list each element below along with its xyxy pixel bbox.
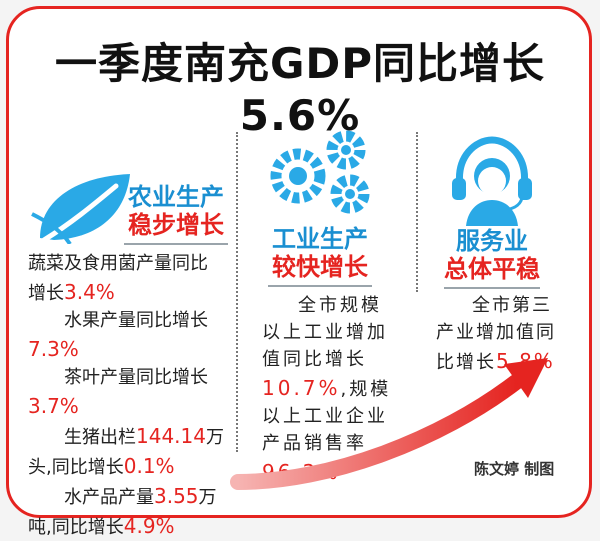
agri-item-4-unit: 万 xyxy=(205,427,224,448)
author-credit: 陈文婷 制图 xyxy=(474,460,555,478)
service-heading-line2: 总体平稳 xyxy=(444,254,540,283)
agriculture-heading-underline xyxy=(124,243,228,246)
agri-item-4-line2: 头,同比增长0.1% xyxy=(28,451,234,481)
agri-item-1-line1: 蔬菜及食用菌产量同比 xyxy=(28,250,234,277)
agri-item-4-label2: 头,同比增长 xyxy=(28,457,124,478)
agriculture-heading-line2: 稳步增长 xyxy=(128,210,224,239)
service-label: 比增长 xyxy=(436,352,496,373)
growth-arrow-icon xyxy=(230,358,548,490)
headset-agent-icon xyxy=(452,136,532,226)
agri-item-5-value: 3.55 xyxy=(154,484,199,508)
agriculture-heading: 农业生产 稳步增长 xyxy=(124,183,228,246)
agri-item-2-value: 7.3% xyxy=(28,337,79,361)
service-line-2: 产业增加值同 xyxy=(436,322,556,343)
agri-item-5-label: 水产品产量 xyxy=(64,487,154,508)
agri-item-3-label: 茶叶产量同比增长 xyxy=(64,367,208,388)
agri-item-1-label: 蔬菜及食用菌产量同比 xyxy=(28,253,208,274)
industry-heading-line1: 工业生产 xyxy=(272,225,368,253)
agri-item-3-line2: 3.7% xyxy=(28,391,234,421)
industry-heading: 工业生产 较快增长 xyxy=(268,225,372,288)
agri-item-1-line2: 增长3.4% xyxy=(28,277,234,307)
industry-line-1: 全市规模 xyxy=(298,295,382,316)
agri-item-2-line1: 水果产量同比增长 xyxy=(28,307,234,334)
industry-line-5: 以上工业企业 xyxy=(262,406,388,427)
agri-item-3-value: 3.7% xyxy=(28,394,79,418)
service-line-1: 全市第三 xyxy=(472,295,552,316)
industry-value-1: 10.7% xyxy=(262,376,341,400)
gears-icon xyxy=(270,130,370,214)
agri-item-2-label: 水果产量同比增长 xyxy=(64,310,208,331)
agri-item-4-label: 生猪出栏 xyxy=(64,427,136,448)
divider-right xyxy=(416,132,418,292)
agri-item-4-value: 144.14 xyxy=(136,424,206,448)
agri-item-1-label2: 增长 xyxy=(28,283,64,304)
industry-tail-1: ,规模 xyxy=(340,379,392,400)
service-text: 全市第三 产业增加值同 比增长5.8% xyxy=(436,292,586,376)
agriculture-heading-line1: 农业生产 xyxy=(128,183,224,211)
agri-item-5-unit: 万 xyxy=(198,487,217,508)
agri-item-2-line2: 7.3% xyxy=(28,334,234,364)
service-heading-underline xyxy=(444,287,540,290)
industry-line-3: 值同比增长 xyxy=(262,349,367,370)
agri-item-5-line1: 水产品产量3.55万 xyxy=(28,481,234,511)
industry-line-2: 以上工业增加 xyxy=(262,322,388,343)
agri-item-1-value: 3.4% xyxy=(64,280,115,304)
agri-item-4-line1: 生猪出栏144.14万 xyxy=(28,421,234,451)
service-heading-line1: 服务业 xyxy=(456,227,528,255)
agri-item-4-value2: 0.1% xyxy=(123,454,175,478)
industry-heading-line2: 较快增长 xyxy=(272,252,368,281)
service-heading: 服务业 总体平稳 xyxy=(444,227,540,290)
industry-line-4: 10.7%,规模 xyxy=(262,373,412,403)
industry-heading-underline xyxy=(268,285,372,288)
industry-line-6: 产品销售率 xyxy=(262,433,367,454)
leaf-icon xyxy=(31,174,130,244)
infographic-card xyxy=(6,6,592,518)
agri-item-3-line1: 茶叶产量同比增长 xyxy=(28,364,234,391)
divider-left xyxy=(236,132,238,452)
